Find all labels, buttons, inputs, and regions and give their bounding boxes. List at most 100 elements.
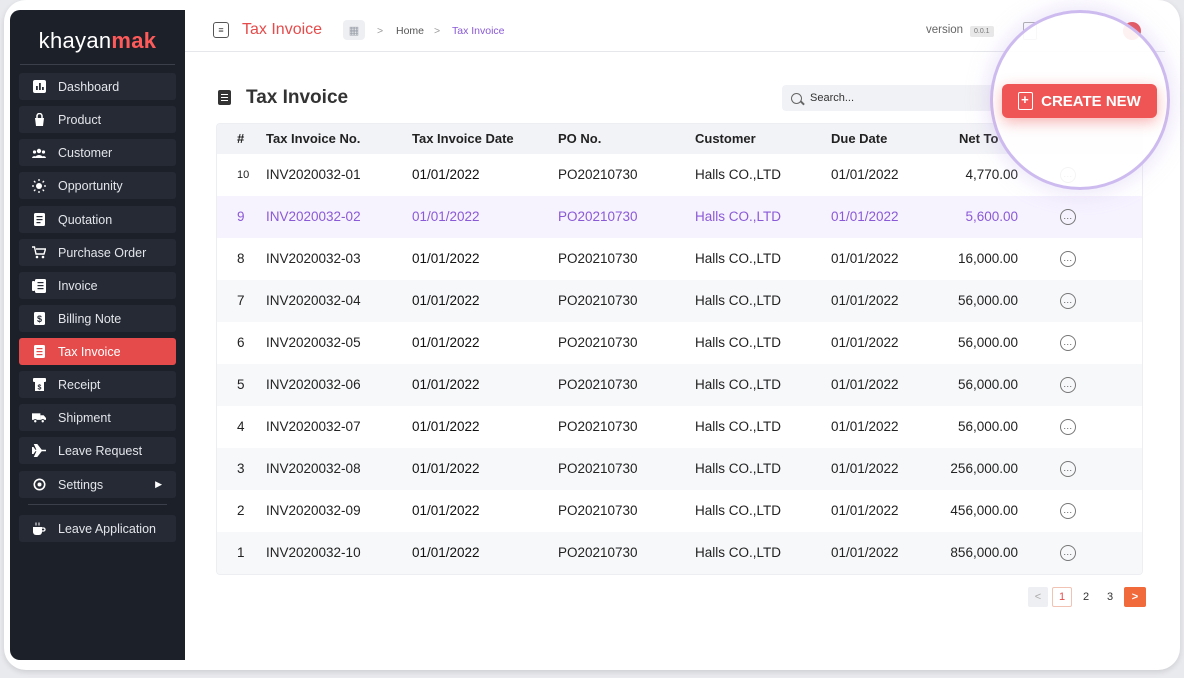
cell-n: 5 xyxy=(237,377,245,392)
svg-text:$: $ xyxy=(36,314,41,324)
more-options-icon[interactable]: ... xyxy=(1060,545,1076,561)
column-header[interactable]: Due Date xyxy=(831,131,888,146)
page-title: Tax Invoice xyxy=(246,87,349,108)
more-options-icon[interactable]: ... xyxy=(1060,419,1076,435)
table-row[interactable]: 2 INV2020032-09 01/01/2022 PO20210730 Halls … xyxy=(217,490,1142,532)
more-options-icon[interactable]: ... xyxy=(1060,377,1076,393)
more-options-icon[interactable]: ... xyxy=(1060,293,1076,309)
sidebar-item-dashboard[interactable]: Dashboard xyxy=(19,73,176,100)
sidebar-item-label: Dashboard xyxy=(58,79,120,94)
chart-icon xyxy=(32,80,46,94)
sidebar-item-purchase-order[interactable]: Purchase Order xyxy=(19,239,176,266)
menu-toggle-button[interactable]: ≡ xyxy=(213,22,229,38)
cell-customer: Halls CO.,LTD xyxy=(695,251,782,266)
sidebar-item-label: Customer xyxy=(58,145,113,160)
more-options-icon[interactable]: ... xyxy=(1060,251,1076,267)
cell-no: INV2020032-06 xyxy=(266,377,361,392)
cell-net: 456,000.00 xyxy=(950,503,1018,518)
header-title: Tax Invoice xyxy=(242,21,323,38)
sidebar-item-billing-note[interactable]: $ Billing Note xyxy=(19,305,176,332)
cell-n: 4 xyxy=(237,419,245,434)
sidebar-item-receipt[interactable]: $ Receipt xyxy=(19,371,176,398)
sidebar-item-tax-invoice[interactable]: Tax Invoice xyxy=(19,338,176,365)
table-row[interactable]: 6 INV2020032-05 01/01/2022 PO20210730 Halls … xyxy=(217,322,1142,364)
cell-due: 01/01/2022 xyxy=(831,545,899,560)
sidebar-item-invoice[interactable]: Invoice xyxy=(19,272,176,299)
sidebar-item-settings[interactable]: Settings ▶ xyxy=(19,471,176,498)
more-options-icon[interactable]: ... xyxy=(1060,209,1076,225)
bag-icon xyxy=(32,113,46,127)
more-options-icon[interactable]: ... xyxy=(1060,335,1076,351)
sidebar-item-label: Product xyxy=(58,112,102,127)
column-header[interactable]: Customer xyxy=(695,131,756,146)
pagination-page-2[interactable]: 2 xyxy=(1082,591,1090,603)
tax-invoice-table: # Tax Invoice No. Tax Invoice Date PO No… xyxy=(216,123,1143,575)
column-header[interactable]: PO No. xyxy=(558,131,602,146)
pagination-page-3[interactable]: 3 xyxy=(1106,591,1114,603)
table-row[interactable]: 8 INV2020032-03 01/01/2022 PO20210730 Halls … xyxy=(217,238,1142,280)
brand-logo-text: khayan xyxy=(38,28,112,53)
cell-po: PO20210730 xyxy=(558,377,638,392)
sidebar-item-opportunity[interactable]: Opportunity xyxy=(19,172,176,199)
sidebar-item-leave-request[interactable]: Leave Request xyxy=(19,437,176,464)
cell-due: 01/01/2022 xyxy=(831,293,899,308)
cell-n: 1 xyxy=(237,545,245,560)
cell-date: 01/01/2022 xyxy=(412,335,480,350)
search-input[interactable] xyxy=(810,92,980,104)
sun-icon xyxy=(32,178,46,193)
table-row[interactable]: 4 INV2020032-07 01/01/2022 PO20210730 Halls … xyxy=(217,406,1142,448)
brand-logo[interactable]: khayanmak xyxy=(10,28,185,54)
sidebar-item-shipment[interactable]: Shipment xyxy=(19,404,176,431)
cell-customer: Halls CO.,LTD xyxy=(695,461,782,476)
column-header[interactable]: Tax Invoice No. xyxy=(266,131,361,146)
table-row[interactable]: 7 INV2020032-04 01/01/2022 PO20210730 Halls … xyxy=(217,280,1142,322)
sidebar-item-label: Quotation xyxy=(58,212,113,227)
sidebar-divider xyxy=(20,64,175,65)
table-row[interactable]: 3 INV2020032-08 01/01/2022 PO20210730 Halls … xyxy=(217,448,1142,490)
more-options-icon[interactable]: ... xyxy=(1060,461,1076,477)
cell-net: 56,000.00 xyxy=(957,377,1018,392)
cell-n: 10 xyxy=(237,169,250,181)
sidebar-item-leave-application[interactable]: Leave Application xyxy=(19,515,176,542)
invoice-icon xyxy=(32,278,46,293)
pagination-prev[interactable]: < xyxy=(1028,587,1048,607)
create-new-label: CREATE NEW xyxy=(1041,92,1141,110)
search-box[interactable] xyxy=(782,85,992,111)
receipt-icon: $ xyxy=(32,378,46,392)
cell-po: PO20210730 xyxy=(558,293,638,308)
sidebar-item-product[interactable]: Product xyxy=(19,106,176,133)
coffee-icon xyxy=(32,522,46,536)
create-new-button[interactable]: CREATE NEW xyxy=(1002,84,1157,118)
cell-due: 01/01/2022 xyxy=(831,503,899,518)
column-header[interactable]: Tax Invoice Date xyxy=(412,131,514,146)
table-row[interactable]: 10 INV2020032-01 01/01/2022 PO20210730 Halls… xyxy=(217,154,1142,196)
table-row[interactable]: 9 INV2020032-02 01/01/2022 PO20210730 Halls … xyxy=(217,196,1142,238)
breadcrumb-home[interactable]: Home xyxy=(396,25,425,37)
grid-icon: ▦ xyxy=(348,24,360,37)
sidebar-item-customer[interactable]: Customer xyxy=(19,139,176,166)
cell-customer: Halls CO.,LTD xyxy=(695,293,782,308)
column-header[interactable]: Net To xyxy=(959,131,999,146)
cell-date: 01/01/2022 xyxy=(412,419,480,434)
cell-due: 01/01/2022 xyxy=(831,209,899,224)
cell-no: INV2020032-01 xyxy=(266,167,361,182)
add-document-icon xyxy=(1018,92,1034,110)
sidebar-item-label: Receipt xyxy=(58,377,101,392)
svg-text:$: $ xyxy=(37,385,41,392)
sidebar-item-quotation[interactable]: Quotation xyxy=(19,206,176,233)
cell-due: 01/01/2022 xyxy=(831,419,899,434)
more-options-icon[interactable]: ... xyxy=(1060,503,1076,519)
table-row[interactable]: 5 INV2020032-06 01/01/2022 PO20210730 Halls … xyxy=(217,364,1142,406)
cell-due: 01/01/2022 xyxy=(831,335,899,350)
pagination-next[interactable]: > xyxy=(1124,587,1146,607)
cell-customer: Halls CO.,LTD xyxy=(695,377,782,392)
cell-date: 01/01/2022 xyxy=(412,461,480,476)
table-row[interactable]: 1 INV2020032-10 01/01/2022 PO20210730 Halls … xyxy=(217,532,1142,574)
apps-grid-button[interactable]: ▦ xyxy=(343,20,365,40)
cell-n: 9 xyxy=(237,209,245,224)
top-bar: ≡ Tax Invoice ▦ > Home > Tax Invoice ver… xyxy=(185,10,1165,52)
cell-no: INV2020032-03 xyxy=(266,251,361,266)
pagination-page-1[interactable]: 1 xyxy=(1052,587,1072,607)
cell-n: 7 xyxy=(237,293,245,308)
sidebar-item-label: Purchase Order xyxy=(58,245,147,260)
